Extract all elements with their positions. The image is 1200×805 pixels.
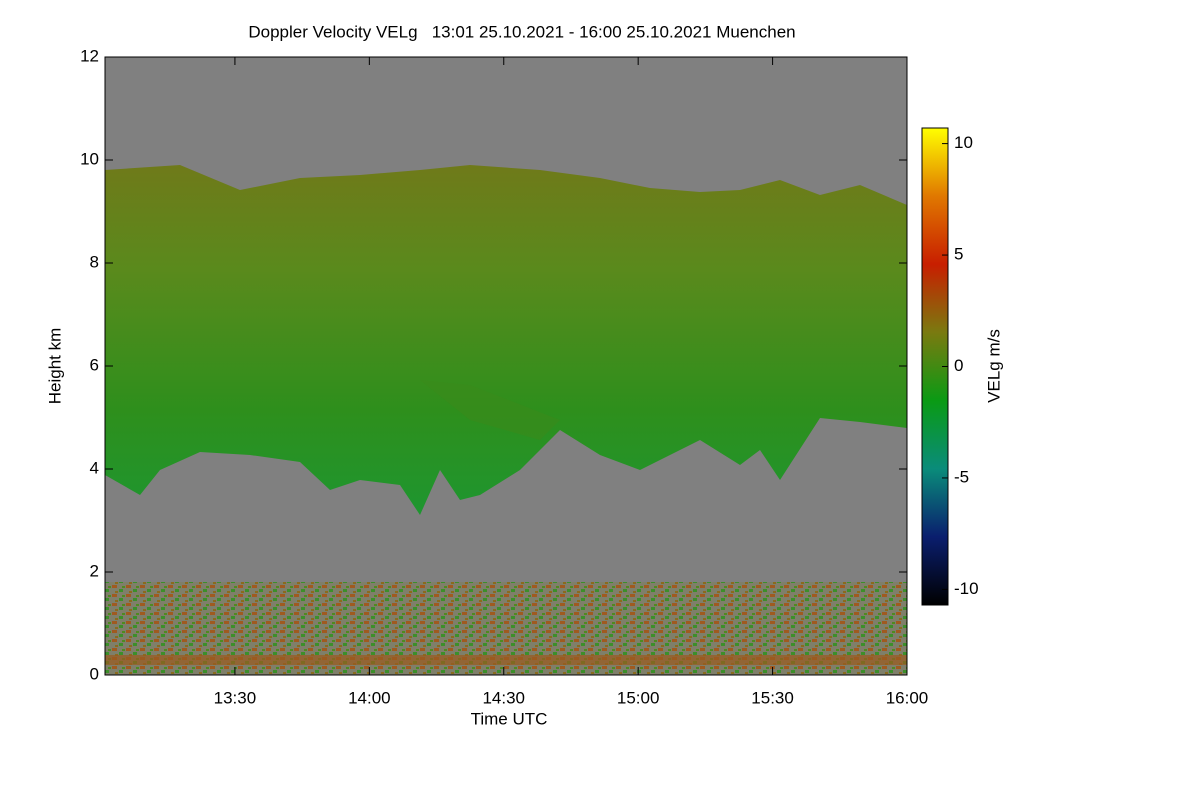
y-tick-label: 6 [90,355,99,374]
colorbar-tick-label: -5 [954,467,969,486]
x-tick-label: 14:30 [482,688,525,707]
cloud-layer [105,165,907,515]
colorbar-tick-label: 5 [954,245,963,264]
y-tick-label: 2 [90,561,99,580]
boundary-layer [105,655,907,665]
colorbar-tick-label: 10 [954,133,973,152]
y-tick-label: 12 [80,46,99,65]
x-tick-label: 13:30 [214,688,257,707]
x-tick-label: 15:30 [751,688,794,707]
colorbar-label: VELg m/s [984,329,1003,403]
colorbar-tick-label: -10 [954,579,979,598]
colorbar-tick-label: 0 [954,356,963,375]
x-axis-label: Time UTC [471,709,548,728]
x-tick-label: 14:00 [348,688,391,707]
y-tick-label: 8 [90,252,99,271]
x-tick-label: 16:00 [886,688,929,707]
y-tick-label: 10 [80,149,99,168]
cloud-detail [420,380,560,440]
y-tick-label: 4 [90,458,99,477]
x-tick-label: 15:00 [617,688,660,707]
velocity-field [105,57,907,675]
y-tick-label: 0 [90,664,99,683]
chart-title: Doppler Velocity VELg 13:01 25.10.2021 -… [248,22,795,41]
y-axis-label: Height km [45,328,64,405]
